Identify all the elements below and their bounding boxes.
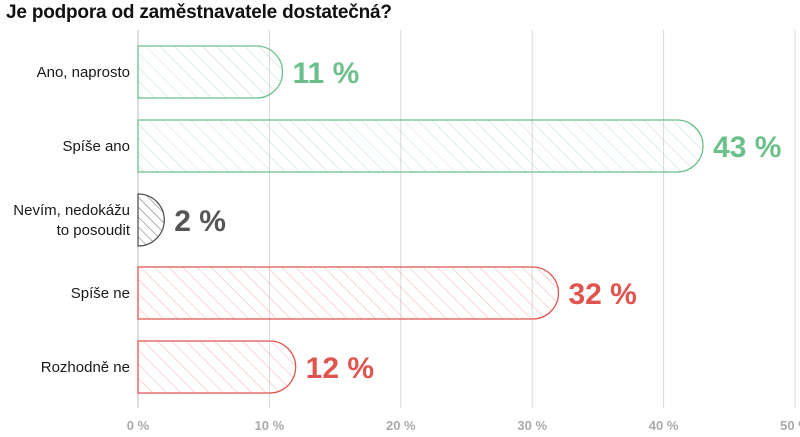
- category-label: Rozhodně ne: [41, 359, 130, 376]
- value-label: 32 %: [568, 278, 636, 311]
- x-tick-label: 20 %: [386, 418, 416, 433]
- bar: [137, 193, 165, 247]
- category-label: Spíše ano: [62, 138, 130, 155]
- value-label: 43 %: [713, 131, 781, 164]
- category-label: Nevím, nedokážu to posoudit: [13, 202, 131, 239]
- bars: [137, 45, 704, 394]
- chart-title: Je podpora od zaměstnavatele dostatečná?: [6, 2, 392, 23]
- x-tick-label: 30 %: [517, 418, 547, 433]
- bar: [137, 266, 560, 320]
- x-tick-label: 50 %: [780, 418, 800, 433]
- value-label: 11 %: [293, 57, 360, 90]
- category-label: Spíše ne: [71, 285, 130, 302]
- bar: [137, 45, 284, 99]
- labels: 0 % 10 % 20 % 30 % 40 % 50 % Ano, naprosto 11 %…: [13, 57, 800, 433]
- x-tick-label: 10 %: [255, 418, 285, 433]
- category-label: Ano, naprosto: [37, 64, 130, 81]
- bar: [137, 340, 297, 394]
- value-label: 2 %: [174, 205, 226, 238]
- bar: [137, 119, 704, 173]
- x-tick-label: 40 %: [649, 418, 679, 433]
- value-label: 12 %: [306, 352, 374, 385]
- x-tick-label: 0 %: [127, 418, 150, 433]
